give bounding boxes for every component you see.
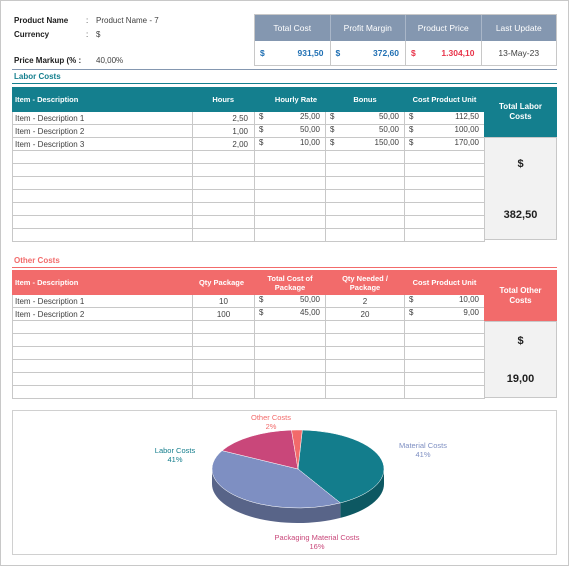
qty-cell[interactable]: 10 [192, 294, 255, 308]
hours-cell[interactable]: 1,00 [192, 124, 255, 138]
product-price-cell[interactable]: $ 1.304,10 [406, 41, 482, 66]
other-table: Item - Description Qty Package Total Cos… [12, 270, 485, 399]
pie-slice-packaging-material-costs[interactable] [221, 429, 299, 470]
markup-row: Price Markup (% : 40,00% [14, 56, 123, 65]
profit-margin-header: Profit Margin [331, 15, 406, 41]
other-total-currency: $ [517, 335, 524, 347]
currency-row: Currency : $ [14, 30, 101, 39]
labor-desc-header: Item - Description [12, 87, 193, 112]
labor-total-value: 382,50 [503, 209, 538, 221]
labor-costs-title: Labor Costs [14, 72, 61, 81]
labor-cost-header: Cost Product Unit [404, 87, 485, 112]
cost-pie-chart[interactable]: Labor Costs 41% Material Costs 41% Packaging… [12, 410, 557, 555]
table-row [12, 228, 485, 242]
table-row [12, 359, 485, 373]
pie-label-name: Labor Costs [155, 446, 196, 455]
item-description[interactable]: Item - Description 1 [12, 111, 193, 125]
pie-slice-labor-costs[interactable] [297, 429, 385, 504]
hours-cell[interactable]: 2,00 [192, 137, 255, 151]
needed-cell[interactable]: 2 [325, 294, 405, 308]
currency-label: Currency [14, 30, 50, 39]
hours-cell[interactable]: 2,50 [192, 111, 255, 125]
table-row: Item - Description 2 100 $45,00 20 $9,00 [12, 307, 485, 321]
product-name-value[interactable]: Product Name - 7 [96, 16, 159, 25]
table-row [12, 385, 485, 399]
other-divider [12, 267, 557, 268]
other-total-value: 19,00 [506, 373, 535, 385]
table-row [12, 215, 485, 229]
item-description[interactable]: Item - Description 2 [12, 124, 193, 138]
pie-side-0 [340, 469, 384, 518]
item-description[interactable]: Item - Description 3 [12, 137, 193, 151]
other-needed-header: Qty Needed / Package [325, 270, 405, 295]
pie-slice-other-costs[interactable] [291, 429, 303, 470]
divider [12, 69, 557, 70]
labor-header-row: Item - Description Hours Hourly Rate Bon… [12, 87, 485, 112]
currency-value[interactable]: $ [96, 30, 101, 39]
other-total-label: Total Other Costs [484, 270, 557, 321]
table-row [12, 372, 485, 386]
profit-margin-value: 372,60 [373, 48, 399, 58]
summary-values: $ 931,50 $ 372,60 $ 1.304,10 13-May-23 [255, 41, 556, 66]
summary-header: Total Cost Profit Margin Product Price L… [255, 15, 556, 41]
pie-label-pct: 41% [415, 450, 430, 459]
other-total-body: $ 19,00 [484, 321, 557, 398]
pie-label-pct: 2% [266, 422, 277, 431]
table-row [12, 163, 485, 177]
profit-margin-cell[interactable]: $ 372,60 [331, 41, 406, 66]
table-row: Item - Description 1 2,50 $25,00 $50,00 $112… [12, 111, 485, 125]
pie-label-name: Other Costs [251, 413, 291, 422]
pie-label-pct: 16% [309, 542, 324, 551]
total-cost-header: Total Cost [255, 15, 331, 41]
last-update-header: Last Update [495, 23, 542, 33]
table-row [12, 346, 485, 360]
table-row: Item - Description 3 2,00 $10,00 $150,00 $17… [12, 137, 485, 151]
product-name-label: Product Name [14, 16, 69, 25]
product-price-value: 1.304,10 [441, 48, 475, 58]
table-row [12, 176, 485, 190]
qty-cell[interactable]: 100 [192, 307, 255, 321]
item-description[interactable]: Item - Description 2 [12, 307, 193, 321]
table-row [12, 150, 485, 164]
other-total-header: Total Cost of Package [254, 270, 326, 295]
summary-box: Total Cost Profit Margin Product Price L… [254, 14, 557, 66]
labor-total-box: Total Labor Costs $ 382,50 [484, 87, 557, 240]
table-row [12, 320, 485, 334]
table-row: Item - Description 2 1,00 $50,00 $50,00 $100… [12, 124, 485, 138]
item-description[interactable]: Item - Description 1 [12, 294, 193, 308]
labor-total-currency: $ [517, 158, 524, 170]
other-cost-header: Cost Product Unit [404, 270, 485, 295]
table-row [12, 202, 485, 216]
labor-hours-header: Hours [192, 87, 255, 112]
labor-total-body: $ 382,50 [484, 137, 557, 240]
pie-label-pct: 41% [167, 455, 182, 464]
labor-table: Item - Description Hours Hourly Rate Bon… [12, 87, 485, 242]
pie-label-name: Material Costs [399, 441, 447, 450]
table-row [12, 333, 485, 347]
product-price-header: Product Price [406, 15, 482, 41]
table-row: Item - Description 1 10 $50,00 2 $10,00 [12, 294, 485, 308]
last-update-value[interactable]: 13-May-23 [498, 48, 540, 58]
needed-cell[interactable]: 20 [325, 307, 405, 321]
total-cost-cell[interactable]: $ 931,50 [255, 41, 331, 66]
pie-slice-material-costs[interactable] [211, 450, 341, 509]
labor-bonus-header: Bonus [325, 87, 405, 112]
labor-rate-header: Hourly Rate [254, 87, 326, 112]
markup-value[interactable]: 40,00% [96, 56, 124, 65]
other-costs-title: Other Costs [14, 256, 60, 265]
table-row [12, 189, 485, 203]
other-total-box: Total Other Costs $ 19,00 [484, 270, 557, 398]
pie-side-1 [212, 469, 341, 523]
total-cost-value: 931,50 [297, 48, 324, 58]
other-desc-header: Item - Description [12, 270, 193, 295]
other-header-row: Item - Description Qty Package Total Cos… [12, 270, 485, 295]
pie-label-name: Packaging Material Costs [274, 533, 359, 542]
labor-total-label: Total Labor Costs [484, 87, 557, 137]
markup-label: Price Markup (% : [14, 56, 82, 65]
labor-divider [12, 83, 557, 84]
product-name-row: Product Name : Product Name - 7 [14, 16, 159, 25]
other-qty-header: Qty Package [192, 270, 255, 295]
